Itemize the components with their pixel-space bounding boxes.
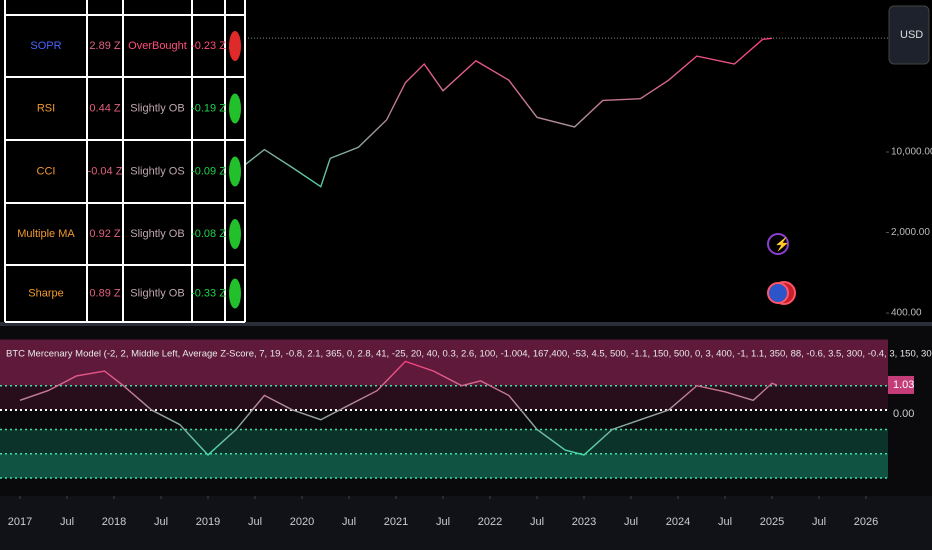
x-tick-label: 2026 xyxy=(854,516,878,528)
x-tick-label: Jul xyxy=(342,516,356,528)
z-score: 0.44 Z xyxy=(89,102,120,114)
data-line xyxy=(244,37,773,188)
change: -0.19 Z xyxy=(191,102,226,114)
z-score: 0.89 Z xyxy=(89,287,120,299)
signal-light xyxy=(229,31,241,61)
signal-light xyxy=(229,219,241,249)
y-tick-label: 10,000.00 xyxy=(891,147,932,158)
table-bg xyxy=(5,0,245,322)
state: Slightly OB xyxy=(130,287,184,299)
indicator-name: RSI xyxy=(37,102,55,114)
indicator-name: CCI xyxy=(37,165,56,177)
currency-label: USD xyxy=(900,29,923,41)
x-tick-label: Jul xyxy=(718,516,732,528)
pane-divider[interactable] xyxy=(0,322,932,326)
event-icon-glyph: ⚡ xyxy=(774,236,790,252)
x-tick-label: Jul xyxy=(248,516,262,528)
y-tick-label: 400.00 xyxy=(891,308,922,319)
x-tick-label: Jul xyxy=(436,516,450,528)
signal-light xyxy=(229,156,241,187)
state: Slightly OS xyxy=(130,165,184,177)
x-tick-label: Jul xyxy=(60,516,74,528)
x-tick-label: Jul xyxy=(624,516,638,528)
z-score: 2.89 Z xyxy=(89,40,120,52)
zone-band xyxy=(0,339,888,386)
x-tick-label: 2018 xyxy=(102,516,126,528)
change: -0.23 Z xyxy=(191,40,226,52)
x-tick-label: 2017 xyxy=(8,516,32,528)
indicator-legend: BTC Mercenary Model (-2, 2, Middle Left,… xyxy=(6,349,932,360)
state: Slightly OB xyxy=(130,102,184,114)
change: -0.08 Z xyxy=(191,228,226,240)
z-score: 0.92 Z xyxy=(89,228,120,240)
change: -0.33 Z xyxy=(191,287,226,299)
indicator-name: Multiple MA xyxy=(17,228,75,240)
current-value-tag xyxy=(888,375,914,394)
x-tick-label: 2025 xyxy=(760,516,784,528)
zone-band xyxy=(0,453,888,479)
state: Slightly OB xyxy=(130,228,184,240)
x-tick-label: 2022 xyxy=(478,516,502,528)
state: OverBought xyxy=(128,40,187,52)
zone-band xyxy=(0,429,888,454)
x-tick-label: 2023 xyxy=(572,516,596,528)
x-tick-label: Jul xyxy=(812,516,826,528)
x-tick-label: Jul xyxy=(154,516,168,528)
indicator-name: SOPR xyxy=(30,40,61,52)
indicator-name: Sharpe xyxy=(28,287,63,299)
flag-icon[interactable] xyxy=(767,282,789,304)
signal-light xyxy=(229,278,241,309)
x-tick-label: 2024 xyxy=(666,516,690,528)
x-tick-label: Jul xyxy=(530,516,544,528)
x-tick-label: 2020 xyxy=(290,516,314,528)
current-value-label: 1.03 xyxy=(893,379,914,391)
x-tick-label: 2021 xyxy=(384,516,408,528)
time-axis xyxy=(0,496,932,550)
zone-band xyxy=(0,385,888,410)
data-line xyxy=(19,360,777,456)
z-score: -0.04 Z xyxy=(88,165,123,177)
y-tick-label: 2,000.00 xyxy=(891,227,930,238)
event-icon[interactable] xyxy=(767,233,789,255)
y-tick-label: 0.00 xyxy=(893,408,914,420)
change: -0.09 Z xyxy=(191,165,226,177)
x-tick-label: 2019 xyxy=(196,516,220,528)
signal-light xyxy=(229,93,241,124)
currency-button[interactable] xyxy=(888,5,930,65)
